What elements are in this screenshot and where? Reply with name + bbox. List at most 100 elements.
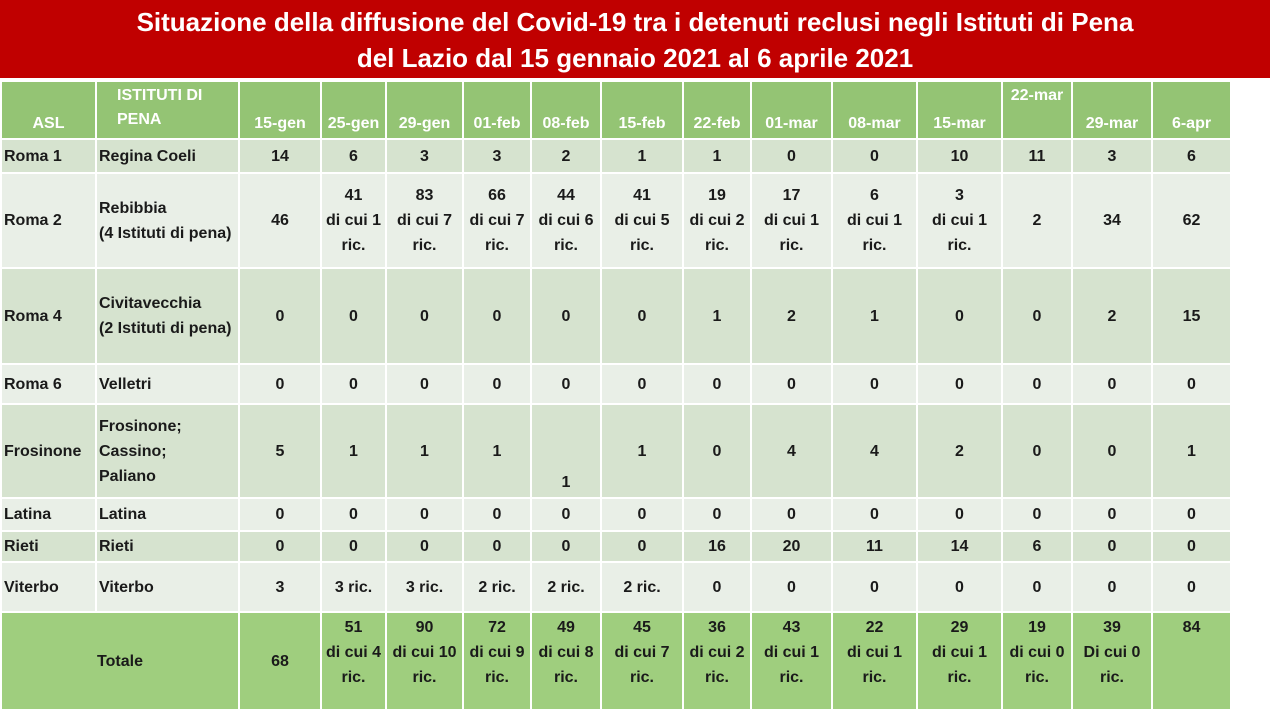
table-cell: 14	[916, 530, 1003, 563]
header-cell: ISTITUTI DI PENA	[95, 80, 240, 140]
table-cell: 0	[600, 363, 684, 405]
covid-table: ASL ISTITUTI DI PENA 15-gen 25-gen 29-gen 01-…	[0, 80, 1232, 711]
total-row: Totale 68 51 di cui 4 ric. 90 di cui 10 ric…	[0, 611, 1232, 711]
header-cell: 08-feb	[530, 80, 602, 140]
table-row: Viterbo Viterbo 3 3 ric. 3 ric. 2 ric. 2 ric. 2…	[0, 561, 1232, 613]
table-cell: 0	[462, 267, 532, 365]
table-cell: 0	[916, 497, 1003, 532]
header-cell: 29-gen	[385, 80, 464, 140]
table-cell: Roma 6	[0, 363, 97, 405]
title-bar: Situazione della diffusione del Covid-19…	[0, 0, 1270, 78]
header-cell: 01-feb	[462, 80, 532, 140]
table-cell: 1	[530, 403, 602, 499]
table-cell: 17 di cui 1 ric.	[750, 172, 833, 269]
table-cell: 0	[530, 530, 602, 563]
table-cell: 1	[320, 403, 387, 499]
table-cell: 0	[1151, 530, 1232, 563]
table-cell: 1	[682, 138, 752, 174]
header-cell: 08-mar	[831, 80, 918, 140]
table-cell: 2	[1001, 172, 1073, 269]
header-row: ASL ISTITUTI DI PENA 15-gen 25-gen 29-gen 01-…	[0, 80, 1232, 140]
table-cell: 0	[1151, 561, 1232, 613]
header-cell: 22-mar	[1001, 80, 1073, 140]
table-cell: 0	[831, 138, 918, 174]
total-cell: 90 di cui 10 ric.	[385, 611, 464, 711]
header-cell: 15-mar	[916, 80, 1003, 140]
table-row: Roma 2 Rebibbia (4 Istituti di pena) 46 41 …	[0, 172, 1232, 269]
table-cell: 0	[320, 363, 387, 405]
table-cell: Roma 1	[0, 138, 97, 174]
table-cell: 10	[916, 138, 1003, 174]
table-cell: 0	[750, 561, 833, 613]
table-cell: 0	[1071, 403, 1153, 499]
table-cell: Latina	[0, 497, 97, 532]
table-cell: 0	[916, 561, 1003, 613]
table-cell: 0	[1001, 497, 1073, 532]
table-cell: 0	[750, 363, 833, 405]
table-cell: Regina Coeli	[95, 138, 240, 174]
table-cell: 0	[530, 267, 602, 365]
table-cell: 2 ric.	[530, 561, 602, 613]
table-cell: 3	[1071, 138, 1153, 174]
table-cell: 0	[1071, 530, 1153, 563]
table-row: Roma 6 Velletri 0 0 0 0 0 0 0 0 0 0 0 0 0	[0, 363, 1232, 405]
header-cell: 25-gen	[320, 80, 387, 140]
total-cell: 72 di cui 9 ric.	[462, 611, 532, 711]
table-cell: 0	[682, 497, 752, 532]
table-cell: 62	[1151, 172, 1232, 269]
total-cell: 29 di cui 1 ric.	[916, 611, 1003, 711]
table-cell: 2	[1071, 267, 1153, 365]
table-cell: 1	[462, 403, 532, 499]
total-cell: 22 di cui 1 ric.	[831, 611, 918, 711]
table-cell: 0	[385, 267, 464, 365]
table-cell: 2	[750, 267, 833, 365]
table-cell: 5	[238, 403, 322, 499]
total-cell: 68	[238, 611, 322, 711]
table-cell: 19 di cui 2 ric.	[682, 172, 752, 269]
table-cell: 4	[750, 403, 833, 499]
table-cell: Latina	[95, 497, 240, 532]
table-cell: 16	[682, 530, 752, 563]
table-cell: 6	[1001, 530, 1073, 563]
table-cell: 0	[530, 497, 602, 532]
table-cell: 2 ric.	[600, 561, 684, 613]
table-cell: Viterbo	[95, 561, 240, 613]
table-cell: 0	[682, 363, 752, 405]
table-cell: 0	[831, 363, 918, 405]
table-cell: 0	[238, 363, 322, 405]
table-cell: Viterbo	[0, 561, 97, 613]
table-cell: 15	[1151, 267, 1232, 365]
table-cell: 3	[385, 138, 464, 174]
table-cell: Frosinone	[0, 403, 97, 499]
title-line: del Lazio dal 15 gennaio 2021 al 6 april…	[356, 43, 914, 73]
table-cell: 0	[238, 530, 322, 563]
table-cell: 41 di cui 1 ric.	[320, 172, 387, 269]
table-cell: 3 ric.	[385, 561, 464, 613]
table-cell: 3 di cui 1 ric.	[916, 172, 1003, 269]
table-cell: 0	[385, 530, 464, 563]
total-cell: 84	[1151, 611, 1232, 711]
table-cell: 0	[238, 497, 322, 532]
table-row: Frosinone Frosinone; Cassino; Paliano 5 1 1 1…	[0, 403, 1232, 499]
table-cell: 3	[238, 561, 322, 613]
table-cell: 0	[320, 497, 387, 532]
table-cell: 2 ric.	[462, 561, 532, 613]
table-cell: 0	[831, 497, 918, 532]
table-cell: 14	[238, 138, 322, 174]
table-cell: 1	[1151, 403, 1232, 499]
table-cell: 6 di cui 1 ric.	[831, 172, 918, 269]
total-cell: 51 di cui 4 ric.	[320, 611, 387, 711]
table-cell: 0	[1001, 267, 1073, 365]
table-cell: 0	[1151, 497, 1232, 532]
table-cell: Civitavecchia (2 Istituti di pena)	[95, 267, 240, 365]
table-cell: 2	[916, 403, 1003, 499]
table-row: Roma 4 Civitavecchia (2 Istituti di pena)…	[0, 267, 1232, 365]
table-cell: Roma 2	[0, 172, 97, 269]
table-cell: 46	[238, 172, 322, 269]
table-cell: 1	[385, 403, 464, 499]
table-cell: 0	[1151, 363, 1232, 405]
total-cell: 45 di cui 7 ric.	[600, 611, 684, 711]
table-cell: 34	[1071, 172, 1153, 269]
total-cell: 39 Di cui 0 ric.	[1071, 611, 1153, 711]
